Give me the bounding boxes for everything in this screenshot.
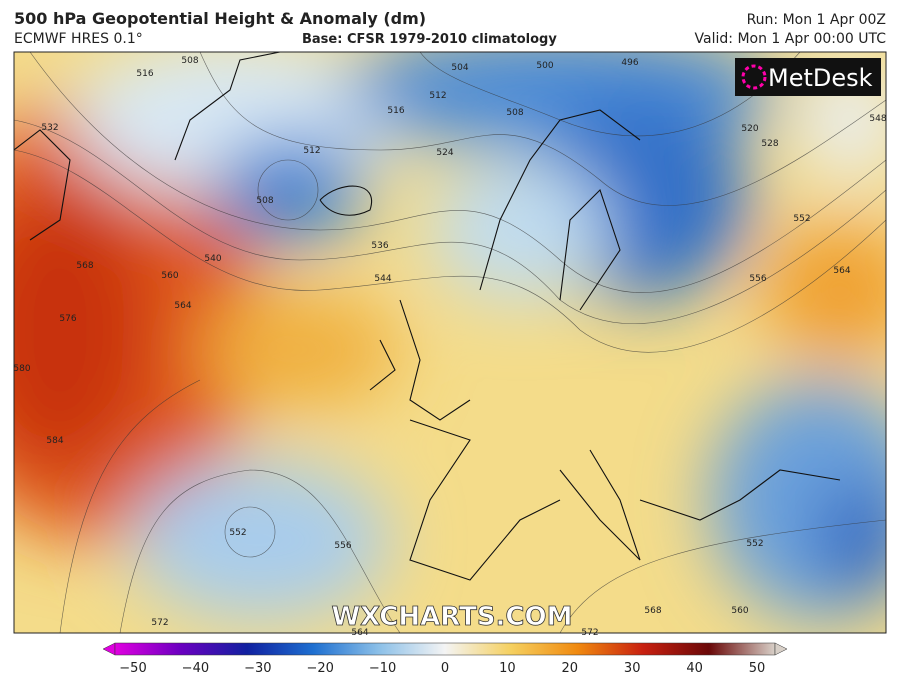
climatology: Base: CFSR 1979-2010 climatology: [302, 32, 557, 47]
contour-label: 564: [174, 301, 191, 311]
contour-label: 552: [746, 539, 763, 549]
colorbar-tick-label: 10: [499, 661, 516, 676]
colorbar-tick-label: 30: [624, 661, 641, 676]
contour-label: 544: [374, 274, 391, 284]
contour-label: 504: [451, 63, 468, 73]
logo-icon: [741, 64, 767, 90]
contour-label: 572: [151, 618, 168, 628]
contour-label: 536: [371, 241, 388, 251]
colorbar-tick-label: −20: [306, 661, 333, 676]
contour-label: 532: [41, 123, 58, 133]
contour-label: 568: [644, 606, 661, 616]
contour-label: 572: [581, 628, 598, 638]
contour-label: 552: [793, 214, 810, 224]
contour-label: 516: [136, 69, 153, 79]
contour-label: 512: [429, 91, 446, 101]
contour-label: 560: [161, 271, 178, 281]
contour-label: 556: [334, 541, 351, 551]
contour-label: 500: [536, 61, 553, 71]
map-frame: [13, 51, 887, 634]
colorbar-min-arrow: [102, 642, 116, 656]
colorbar: [114, 642, 776, 656]
colorbar-tick-label: −10: [369, 661, 396, 676]
contour-label: 568: [76, 261, 93, 271]
contour-label: 496: [621, 58, 638, 68]
contour-label: 540: [204, 254, 221, 264]
contour-label: 560: [731, 606, 748, 616]
contour-label: 580: [13, 364, 30, 374]
watermark: WXCHARTS.COM: [331, 602, 572, 632]
contour-label: 564: [833, 266, 850, 276]
colorbar-tick-label: 0: [441, 661, 449, 676]
colorbar-tick-label: 40: [686, 661, 703, 676]
contour-label: 520: [741, 124, 758, 134]
contour-label: 564: [351, 628, 368, 638]
contour-label: 528: [761, 139, 778, 149]
contour-label: 556: [749, 274, 766, 284]
colorbar-tick-label: −30: [244, 661, 271, 676]
map-field: [14, 52, 886, 633]
run-time: Run: Mon 1 Apr 00Z: [747, 12, 886, 28]
map-title: 500 hPa Geopotential Height & Anomaly (d…: [14, 9, 426, 28]
contour-label: 552: [229, 528, 246, 538]
model-name: ECMWF HRES 0.1°: [14, 31, 143, 47]
contour-label: 512: [303, 146, 320, 156]
contour-label: 516: [387, 106, 404, 116]
contour-label: 508: [256, 196, 273, 206]
logo-text: MetDesk: [768, 64, 873, 92]
colorbar-tick-label: 20: [562, 661, 579, 676]
contour-label: 508: [506, 108, 523, 118]
contour-label: 548: [869, 114, 886, 124]
valid-time: Valid: Mon 1 Apr 00:00 UTC: [695, 31, 887, 47]
logo-box: [735, 58, 881, 96]
contour-label: 584: [46, 436, 63, 446]
contour-label: 576: [59, 314, 76, 324]
contour-label: 508: [181, 56, 198, 66]
colorbar-tick-label: 50: [749, 661, 766, 676]
colorbar-max-arrow: [774, 642, 788, 656]
colorbar-tick-label: −50: [119, 661, 146, 676]
contour-label: 524: [436, 148, 453, 158]
colorbar-tick-label: −40: [182, 661, 209, 676]
